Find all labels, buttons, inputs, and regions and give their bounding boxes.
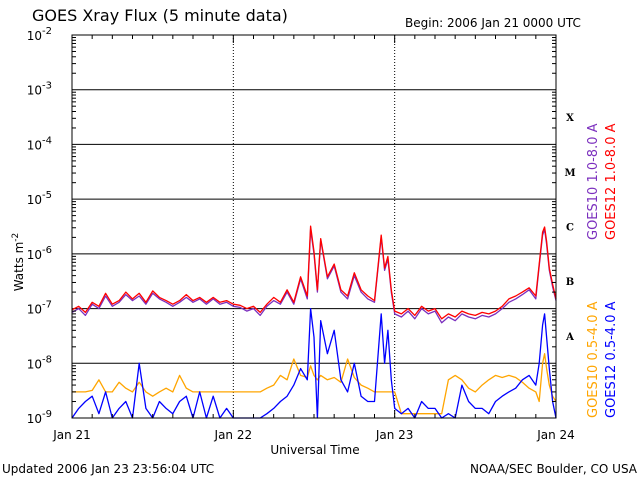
chart-grid [72,35,556,418]
flare-class-m: M [564,168,575,179]
plot-frame [71,34,557,419]
x-tick-label: Jan 24 [536,428,575,442]
series-layer [71,225,557,419]
y-axis-label-base: Watts m [12,242,26,292]
y-tick-label: 10-8 [27,354,52,371]
y-tick-label: 10-2 [27,26,52,43]
x-tick-label: Jan 21 [52,428,91,442]
y-tick-label: 10-7 [27,300,52,317]
flare-class-c: C [566,223,574,234]
y-tick-label: 10-5 [27,190,52,207]
updated-label: Updated 2006 Jan 23 23:56:04 UTC [2,462,214,476]
axis-ticks [71,35,557,418]
flare-class-labels: X M C B A [564,113,575,343]
y-axis-label-sup: -2 [11,233,21,242]
y-tick-label: 10-4 [27,135,52,152]
x-axis-label: Universal Time [270,443,359,457]
chart-title: GOES Xray Flux (5 minute data) [32,6,288,25]
series-line-goes10-short [72,353,557,415]
x-tick-label: Jan 23 [375,428,414,442]
series-line-goes12-long [71,225,557,320]
y-tick-labels: 10-2 10-3 10-4 10-5 10-6 10-7 10-8 10-9 [27,26,52,426]
flare-class-x: X [566,113,574,124]
credit-label: NOAA/SEC Boulder, CO USA [470,462,638,476]
legend-goes12-short: GOES12 0.5-4.0 A [604,301,619,418]
series-line-goes10-long [71,228,557,324]
legend-goes10-long: GOES10 1.0-8.0 A [586,123,601,240]
begin-label: Begin: 2006 Jan 21 0000 UTC [405,16,581,30]
y-tick-label: 10-6 [27,245,52,262]
y-tick-label: 10-3 [27,81,52,98]
legend-goes12-long: GOES12 1.0-8.0 A [604,123,619,240]
y-axis-label: Watts m-2 [11,233,26,292]
flare-class-b: B [566,277,574,288]
series-line-goes12-short [71,307,557,419]
legend-goes10-short: GOES10 0.5-4.0 A [586,301,601,418]
y-tick-label: 10-9 [27,409,52,426]
flare-class-a: A [565,332,574,343]
x-tick-labels: Jan 21 Jan 22 Jan 23 Jan 24 [52,428,575,442]
x-tick-label: Jan 22 [214,428,253,442]
